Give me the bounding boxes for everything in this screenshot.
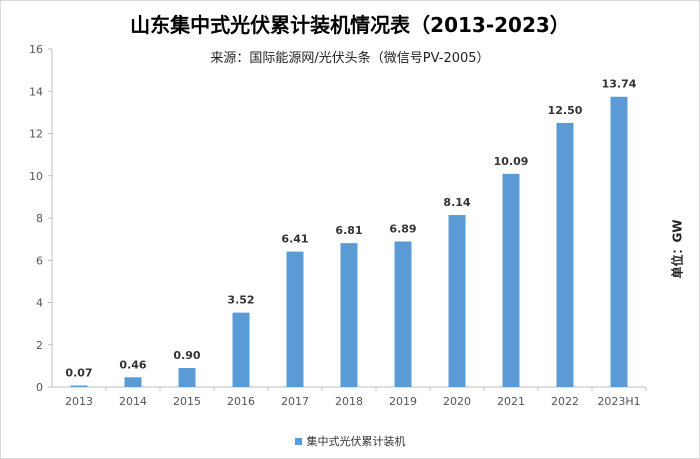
bar	[394, 241, 412, 387]
y-tick-label: 2	[36, 339, 43, 352]
bar	[178, 367, 196, 387]
bar	[232, 312, 250, 387]
bar-value-label: 12.50	[548, 104, 583, 117]
chart-title: 山东集中式光伏累计装机情况表（2013-2023）	[130, 13, 570, 37]
x-tick-label: 2021	[497, 395, 525, 408]
bar	[502, 173, 520, 387]
x-tick-label: 2022	[551, 395, 579, 408]
x-tick-label: 2016	[227, 395, 255, 408]
y-tick-label: 6	[36, 254, 43, 267]
bar-value-label: 3.52	[227, 294, 254, 307]
bar	[340, 243, 358, 387]
y-tick-label: 4	[36, 297, 43, 310]
bar	[286, 251, 304, 387]
y-tick-label: 12	[29, 128, 43, 141]
x-tick-label: 2023H1	[597, 395, 640, 408]
chart-subtitle: 来源：国际能源网/光伏头条（微信号PV-2005）	[210, 51, 490, 66]
bar-value-label: 0.07	[65, 367, 92, 380]
bar-value-label: 13.74	[602, 78, 637, 91]
legend-label: 集中式光伏累计装机	[306, 435, 406, 448]
y-tick-label: 16	[29, 43, 43, 56]
bar	[610, 96, 628, 388]
bar-value-label: 6.89	[389, 222, 416, 235]
bar	[70, 385, 88, 387]
bar	[556, 122, 574, 387]
x-tick-label: 2018	[335, 395, 363, 408]
bar-value-label: 0.90	[173, 349, 200, 362]
bar-value-label: 8.14	[443, 196, 470, 209]
bar-value-label: 10.09	[494, 155, 529, 168]
y-tick-label: 10	[29, 170, 43, 183]
x-tick-label: 2014	[119, 395, 147, 408]
y-tick-label: 0	[36, 381, 43, 394]
chart-plot: 0 2 4 6 8 10 12 14 16 0.07 2013 0.46 2014 0.90 2015 3.5…	[29, 43, 647, 408]
bar-value-label: 0.46	[119, 358, 146, 371]
bar-value-label: 6.81	[335, 224, 362, 237]
legend-swatch	[294, 437, 302, 445]
x-tick-label: 2015	[173, 395, 201, 408]
y-tick-label: 14	[29, 85, 43, 98]
bar	[448, 215, 466, 387]
x-tick-label: 2013	[65, 395, 93, 408]
bar-value-label: 6.41	[281, 233, 308, 246]
x-tick-label: 2017	[281, 395, 309, 408]
y-tick-label: 8	[36, 212, 43, 225]
x-tick-label: 2020	[443, 395, 471, 408]
bar	[124, 377, 142, 387]
chart-legend: 集中式光伏累计装机	[1, 433, 699, 449]
x-tick-label: 2019	[389, 395, 417, 408]
